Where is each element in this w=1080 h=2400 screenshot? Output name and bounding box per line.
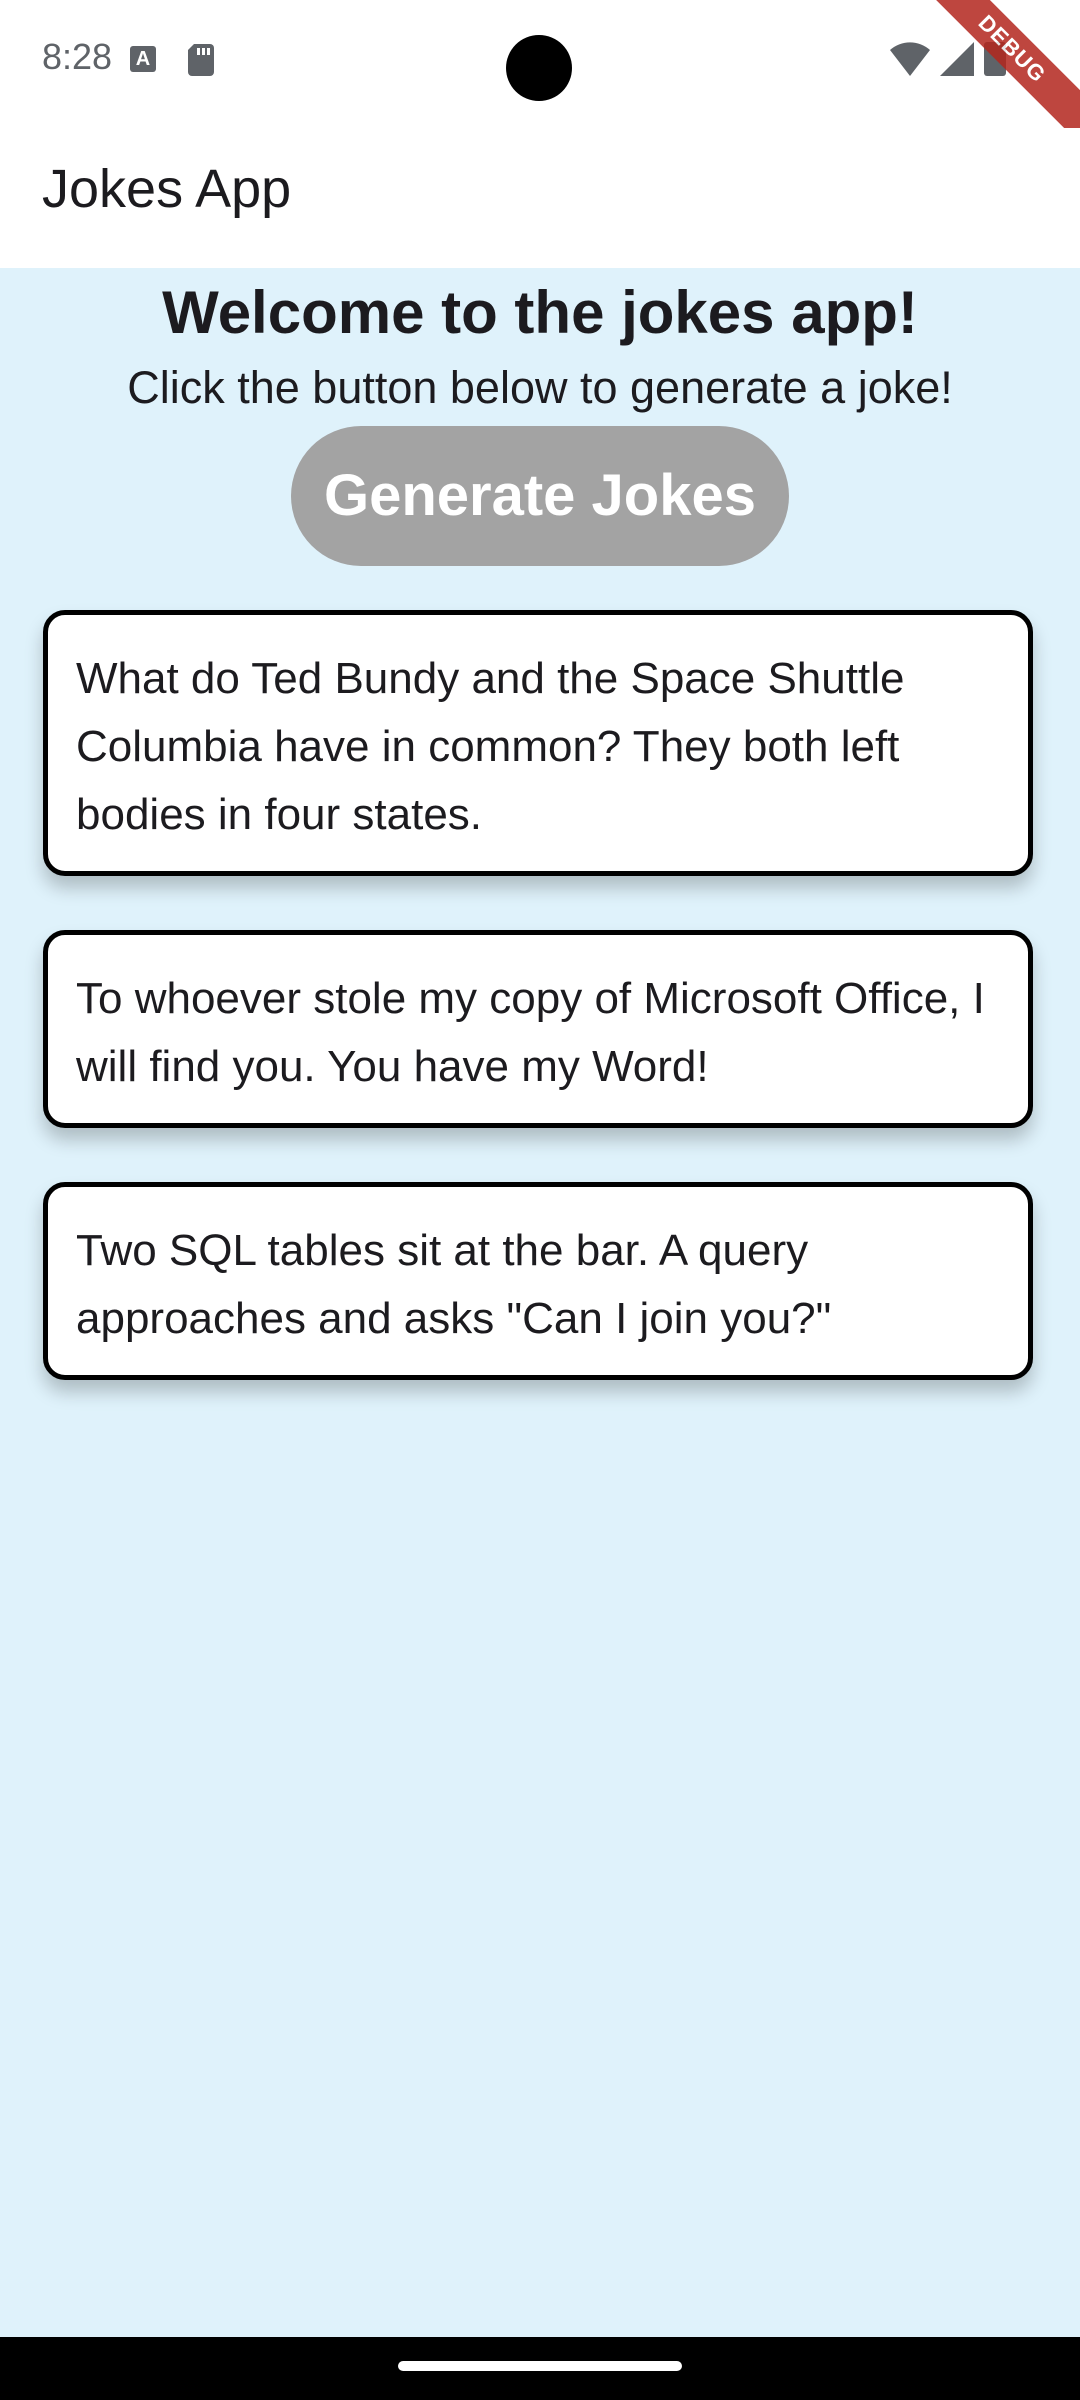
app-bar: Jokes App [0,128,1080,268]
signal-icon [940,42,974,76]
joke-card: Two SQL tables sit at the bar. A query a… [43,1182,1033,1380]
app-title: Jokes App [42,159,292,219]
welcome-subtitle: Click the button below to generate a jok… [127,362,953,413]
main-content: Welcome to the jokes app! Click the butt… [0,268,1080,2337]
status-bar: 8:28 A [0,0,1080,128]
home-indicator[interactable] [398,2361,682,2371]
joke-text: To whoever stole my copy of Microsoft Of… [76,974,985,1091]
joke-card: To whoever stole my copy of Microsoft Of… [43,930,1033,1128]
status-time: 8:28 [42,36,113,77]
keyboard-a-icon: A [130,46,156,72]
sd-card-icon [188,44,214,76]
joke-card: What do Ted Bundy and the Space Shuttle … [43,610,1033,876]
welcome-title: Welcome to the jokes app! [162,279,918,346]
camera-cutout [506,35,572,101]
navigation-bar [0,2337,1080,2400]
joke-text: What do Ted Bundy and the Space Shuttle … [76,654,905,839]
wifi-icon [890,42,930,76]
joke-text: Two SQL tables sit at the bar. A query a… [76,1226,832,1343]
generate-jokes-button[interactable]: Generate Jokes [291,426,789,566]
